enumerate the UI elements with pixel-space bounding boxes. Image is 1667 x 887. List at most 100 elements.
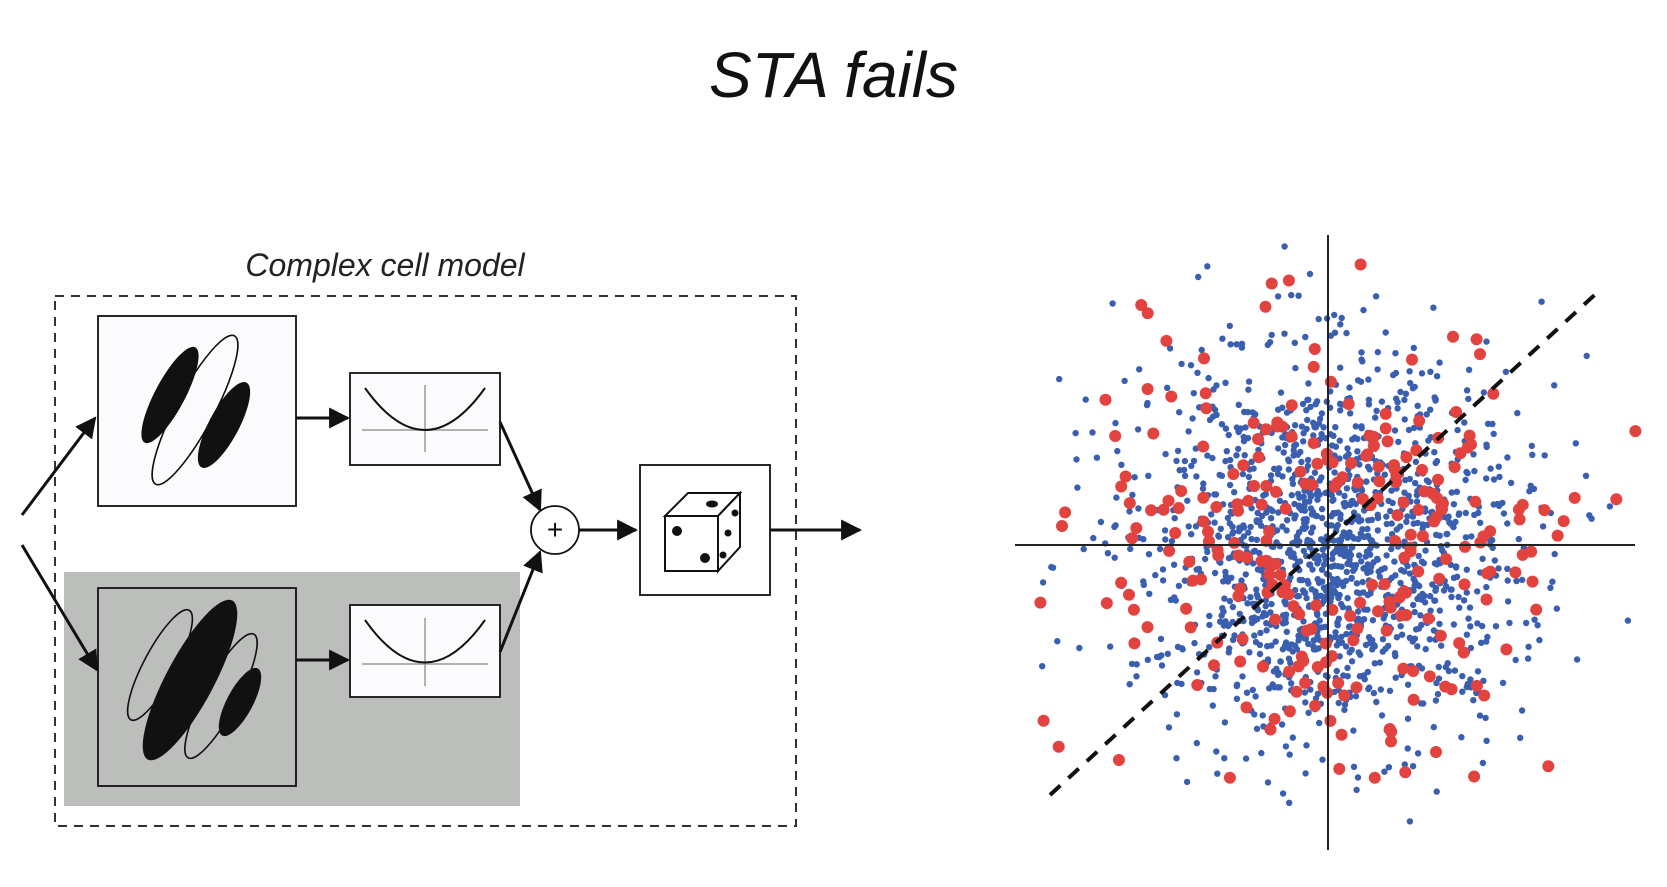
spike-triggered-point — [1350, 681, 1363, 694]
raw-stimulus-point — [1302, 699, 1309, 706]
spike-triggered-point — [1407, 665, 1420, 677]
raw-stimulus-point — [1284, 549, 1292, 556]
summation-node-icon: + — [530, 505, 580, 555]
raw-stimulus-point — [1229, 603, 1237, 611]
spike-triggered-point — [1345, 457, 1358, 470]
spike-triggered-point — [1135, 299, 1148, 311]
spike-triggered-point — [1354, 258, 1367, 271]
raw-stimulus-point — [1247, 523, 1254, 531]
spike-triggered-point — [1468, 770, 1481, 783]
raw-stimulus-point — [1536, 636, 1543, 644]
raw-stimulus-point — [1456, 604, 1463, 611]
spike-triggered-point — [1248, 480, 1261, 492]
raw-stimulus-point — [1244, 434, 1252, 442]
raw-stimulus-point — [1370, 689, 1378, 697]
spike-triggered-point — [1378, 578, 1391, 591]
spike-triggered-point — [1416, 463, 1428, 476]
raw-stimulus-point — [1136, 366, 1143, 373]
spike-triggered-point — [1385, 725, 1398, 738]
spike-triggered-point — [1255, 555, 1268, 568]
raw-stimulus-point — [1367, 639, 1374, 647]
raw-stimulus-point — [1114, 447, 1121, 455]
raw-stimulus-point — [1406, 368, 1413, 375]
raw-stimulus-point — [1276, 497, 1284, 504]
spike-triggered-point — [1397, 496, 1410, 509]
raw-stimulus-point — [1460, 597, 1468, 604]
raw-stimulus-point — [1320, 424, 1327, 431]
raw-stimulus-point — [1365, 376, 1372, 383]
raw-stimulus-point — [1054, 638, 1061, 645]
raw-stimulus-point — [1310, 432, 1317, 439]
spike-triggered-point — [1513, 513, 1526, 526]
raw-stimulus-point — [1183, 778, 1191, 786]
raw-stimulus-point — [1337, 364, 1344, 371]
raw-stimulus-point — [1402, 476, 1409, 484]
spike-triggered-point — [1059, 506, 1072, 519]
spike-triggered-point — [1191, 679, 1204, 691]
spike-triggered-point — [1404, 528, 1417, 541]
raw-stimulus-point — [1504, 577, 1511, 584]
raw-stimulus-point — [1145, 551, 1153, 558]
spike-triggered-point — [1175, 485, 1188, 497]
spike-triggered-point — [1347, 634, 1360, 647]
raw-stimulus-point — [1328, 581, 1335, 588]
raw-stimulus-point — [1440, 587, 1448, 594]
raw-stimulus-point — [1296, 494, 1303, 501]
raw-stimulus-point — [1082, 396, 1089, 403]
raw-stimulus-point — [1097, 518, 1105, 526]
spike-triggered-point — [1247, 416, 1260, 429]
raw-stimulus-point — [1226, 520, 1233, 527]
spike-triggered-point — [1285, 430, 1298, 443]
raw-stimulus-point — [1363, 533, 1370, 540]
raw-stimulus-point — [1433, 788, 1440, 795]
raw-stimulus-point — [1302, 635, 1310, 642]
spike-triggered-point — [1333, 762, 1346, 775]
raw-stimulus-point — [1238, 344, 1246, 351]
spike-triggered-point — [1306, 478, 1319, 491]
spike-triggered-point — [1285, 399, 1298, 412]
spike-triggered-point — [1447, 330, 1459, 343]
raw-stimulus-point — [1152, 571, 1159, 579]
raw-stimulus-point — [1225, 649, 1232, 656]
spike-triggered-point — [1180, 602, 1193, 615]
raw-stimulus-point — [1483, 338, 1490, 345]
raw-stimulus-point — [1344, 534, 1351, 541]
raw-stimulus-point — [1392, 674, 1399, 681]
raw-stimulus-point — [1433, 531, 1440, 538]
raw-stimulus-point — [1382, 329, 1389, 336]
raw-stimulus-point — [1407, 379, 1414, 387]
raw-stimulus-point — [1404, 562, 1411, 570]
raw-stimulus-point — [1365, 396, 1373, 403]
raw-stimulus-point — [1491, 557, 1498, 564]
raw-stimulus-point — [1298, 423, 1306, 430]
spike-triggered-point — [1388, 459, 1400, 472]
raw-stimulus-point — [1244, 600, 1251, 607]
raw-stimulus-point — [1411, 635, 1419, 642]
oriented-gabor-filter-quadrature-icon — [97, 587, 297, 787]
raw-stimulus-point — [1357, 651, 1364, 658]
raw-stimulus-point — [1257, 629, 1264, 637]
raw-stimulus-point — [1304, 577, 1311, 585]
raw-stimulus-point — [1427, 368, 1434, 375]
raw-stimulus-point — [1413, 498, 1421, 505]
spike-triggered-point — [1469, 495, 1482, 508]
spike-triggered-point — [1283, 705, 1296, 718]
raw-stimulus-point — [1462, 476, 1469, 484]
spike-triggered-point — [1430, 746, 1442, 758]
spike-triggered-point — [1610, 493, 1623, 506]
raw-stimulus-point — [1412, 479, 1419, 487]
raw-stimulus-point — [1247, 594, 1254, 601]
raw-stimulus-point — [1489, 536, 1496, 544]
raw-stimulus-point — [1416, 582, 1423, 590]
spike-triggered-point — [1052, 740, 1065, 753]
raw-stimulus-point — [1227, 456, 1234, 464]
raw-stimulus-point — [1166, 345, 1174, 352]
raw-stimulus-point — [1391, 650, 1399, 657]
raw-stimulus-point — [1219, 335, 1226, 342]
raw-stimulus-point — [1291, 422, 1299, 429]
raw-stimulus-point — [1458, 734, 1465, 741]
adder-symbol: + — [547, 514, 563, 545]
raw-stimulus-point — [1174, 643, 1182, 651]
raw-stimulus-point — [1233, 695, 1241, 702]
raw-stimulus-point — [1398, 631, 1406, 638]
